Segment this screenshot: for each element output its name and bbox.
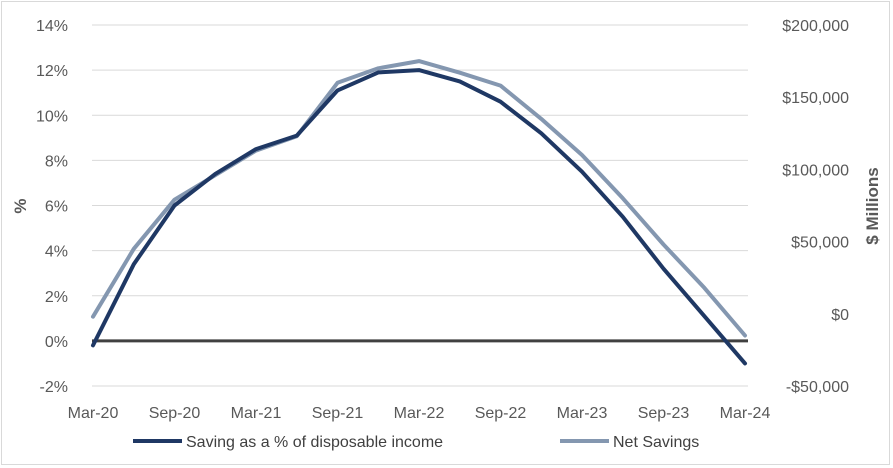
left-axis-tick-labels: -2% 0% 2% 4% 6% 8% 10% 12% 14% — [36, 18, 68, 396]
x-axis-tick-labels: Mar-20 Sep-20 Mar-21 Sep-21 Mar-22 Sep-22 Mar-… — [68, 405, 771, 422]
legend-label-net-savings: Net Savings — [613, 434, 699, 451]
y-tick-label: 2% — [45, 289, 68, 306]
series-lines — [91, 59, 747, 366]
y-tick-label: 10% — [36, 108, 68, 125]
x-tick-label: Sep-21 — [312, 405, 364, 422]
y2-tick-label: $150,000 — [782, 90, 849, 107]
y2-tick-label: $50,000 — [791, 235, 849, 252]
y-tick-label: 0% — [45, 334, 68, 351]
x-tick-label: Sep-20 — [149, 405, 201, 422]
x-tick-label: Mar-24 — [720, 405, 771, 422]
series-line-net-savings — [91, 59, 747, 338]
y2-tick-label: $0 — [831, 307, 849, 324]
y-tick-label: 14% — [36, 18, 68, 35]
y-tick-label: 6% — [45, 199, 68, 216]
right-axis-title: $ Millions — [863, 167, 882, 244]
right-axis-tick-labels: -$50,000 $0 $50,000 $100,000 $150,000 $200,00… — [782, 18, 849, 396]
x-tick-label: Sep-23 — [638, 405, 690, 422]
gridlines — [92, 24, 748, 387]
y2-tick-label: -$50,000 — [786, 379, 849, 396]
y2-tick-label: $200,000 — [782, 18, 849, 35]
legend: Saving as a % of disposable income Net S… — [133, 434, 699, 451]
y-tick-label: 4% — [45, 244, 68, 261]
x-tick-label: Mar-20 — [68, 405, 119, 422]
y2-tick-label: $100,000 — [782, 162, 849, 179]
left-axis-title: % — [11, 198, 30, 213]
series-line-saving-rate — [91, 68, 747, 366]
x-tick-label: Mar-21 — [231, 405, 282, 422]
y-tick-label: 12% — [36, 63, 68, 80]
x-tick-label: Mar-23 — [557, 405, 608, 422]
x-tick-label: Mar-22 — [394, 405, 445, 422]
legend-label-saving-rate: Saving as a % of disposable income — [186, 434, 443, 451]
y-tick-label: -2% — [40, 379, 68, 396]
y-tick-label: 8% — [45, 153, 68, 170]
x-tick-label: Sep-22 — [475, 405, 527, 422]
